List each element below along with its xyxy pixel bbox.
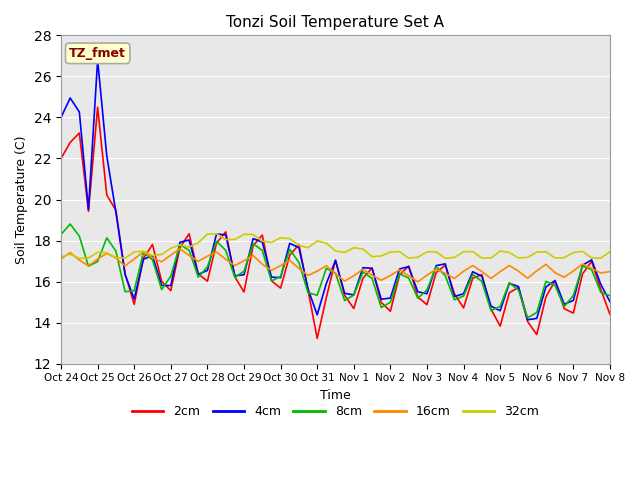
16cm bbox=[259, 261, 266, 267]
4cm bbox=[524, 317, 531, 323]
2cm bbox=[405, 263, 413, 269]
32cm bbox=[212, 231, 220, 237]
32cm bbox=[368, 254, 376, 260]
16cm bbox=[167, 252, 175, 258]
Line: 32cm: 32cm bbox=[61, 234, 610, 258]
Y-axis label: Soil Temperature (C): Soil Temperature (C) bbox=[15, 135, 28, 264]
32cm bbox=[405, 255, 413, 261]
32cm bbox=[606, 249, 614, 255]
16cm bbox=[551, 270, 559, 276]
Line: 4cm: 4cm bbox=[61, 60, 610, 320]
4cm bbox=[551, 277, 559, 283]
2cm bbox=[195, 271, 202, 277]
32cm bbox=[176, 242, 184, 248]
Line: 8cm: 8cm bbox=[61, 224, 610, 318]
2cm bbox=[259, 232, 266, 238]
4cm bbox=[176, 240, 184, 245]
2cm bbox=[368, 265, 376, 271]
4cm bbox=[259, 239, 266, 245]
8cm bbox=[259, 248, 266, 253]
8cm bbox=[57, 231, 65, 237]
4cm bbox=[94, 57, 102, 63]
2cm bbox=[314, 336, 321, 341]
8cm bbox=[67, 221, 74, 227]
32cm bbox=[268, 240, 275, 245]
X-axis label: Time: Time bbox=[320, 389, 351, 402]
16cm bbox=[606, 269, 614, 275]
4cm bbox=[606, 299, 614, 304]
32cm bbox=[57, 254, 65, 260]
4cm bbox=[359, 265, 367, 271]
8cm bbox=[551, 283, 559, 288]
8cm bbox=[195, 274, 202, 280]
2cm bbox=[551, 278, 559, 284]
8cm bbox=[524, 315, 531, 321]
16cm bbox=[414, 279, 422, 285]
4cm bbox=[57, 115, 65, 120]
Title: Tonzi Soil Temperature Set A: Tonzi Soil Temperature Set A bbox=[227, 15, 445, 30]
4cm bbox=[195, 272, 202, 277]
8cm bbox=[359, 269, 367, 275]
32cm bbox=[195, 240, 202, 246]
2cm bbox=[176, 245, 184, 251]
2cm bbox=[94, 104, 102, 110]
16cm bbox=[57, 256, 65, 262]
Text: TZ_fmet: TZ_fmet bbox=[69, 47, 126, 60]
Line: 16cm: 16cm bbox=[61, 249, 610, 282]
Legend: 2cm, 4cm, 8cm, 16cm, 32cm: 2cm, 4cm, 8cm, 16cm, 32cm bbox=[127, 400, 544, 423]
8cm bbox=[396, 271, 403, 276]
16cm bbox=[176, 246, 184, 252]
32cm bbox=[76, 255, 83, 261]
Line: 2cm: 2cm bbox=[61, 107, 610, 338]
8cm bbox=[606, 293, 614, 299]
4cm bbox=[396, 266, 403, 272]
16cm bbox=[359, 266, 367, 272]
16cm bbox=[195, 258, 202, 264]
2cm bbox=[57, 156, 65, 161]
2cm bbox=[606, 312, 614, 317]
16cm bbox=[396, 267, 403, 273]
32cm bbox=[551, 255, 559, 261]
8cm bbox=[176, 242, 184, 248]
